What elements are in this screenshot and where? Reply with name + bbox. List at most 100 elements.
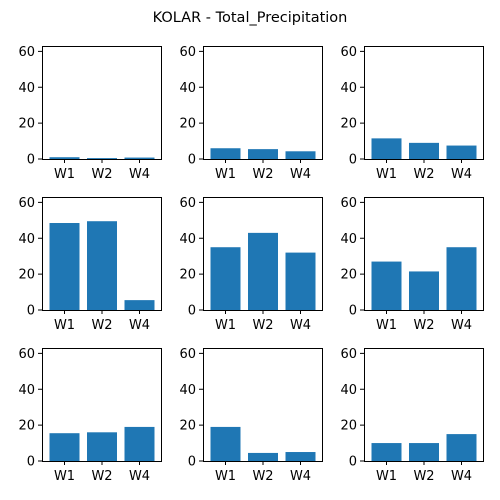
subplot-6: W1 W2 W4 0 20 40 60 (340, 196, 484, 333)
bar-w1 (210, 426, 241, 461)
y-tick-label: 0 (27, 304, 35, 319)
y-tick-label: 40 (340, 232, 357, 247)
subplot-1: W1 W2 W4 0 20 40 60 (18, 45, 162, 182)
subplot-5: W1 W2 W4 0 20 40 60 (179, 196, 323, 333)
x-tick-label: W1 (54, 469, 75, 484)
x-tick-label: W2 (413, 318, 434, 333)
x-tick-label: W1 (215, 167, 236, 182)
y-tick-label: 40 (18, 383, 35, 398)
bar-w2 (409, 271, 439, 310)
y-tick-label: 20 (18, 117, 35, 132)
y-tick-label: 40 (18, 81, 35, 96)
axes-frame (42, 197, 162, 311)
x-tick-label: W1 (215, 318, 236, 333)
x-tick-label: W2 (91, 469, 112, 484)
x-tick-label: W4 (129, 167, 150, 182)
axes-frame (42, 348, 162, 462)
bar-w1 (210, 148, 241, 159)
bar-w4 (124, 300, 155, 310)
x-tick-label: W2 (91, 167, 112, 182)
y-tick-label: 20 (18, 419, 35, 434)
axes-frame (203, 46, 323, 160)
x-tick-label: W4 (290, 167, 311, 182)
x-tick-label: W1 (376, 318, 397, 333)
subplot-9: W1 W2 W4 0 20 40 60 (340, 347, 484, 484)
bar-w4 (285, 452, 316, 461)
axes-frame (364, 197, 484, 311)
y-tick-label: 60 (179, 347, 196, 362)
bar-w1 (371, 261, 402, 310)
bar-w4 (124, 157, 155, 159)
y-tick-label: 20 (179, 117, 196, 132)
axes-frame (203, 348, 323, 462)
axes-frame (203, 197, 323, 311)
y-tick-label: 20 (340, 268, 357, 283)
x-tick-label: W4 (451, 318, 472, 333)
x-tick-label: W1 (376, 167, 397, 182)
y-tick-label: 60 (18, 45, 35, 60)
bar-w4 (285, 151, 316, 159)
x-tick-label: W4 (290, 318, 311, 333)
bar-w4 (446, 434, 477, 461)
y-tick-label: 40 (18, 232, 35, 247)
y-tick-label: 0 (188, 153, 196, 168)
y-tick-label: 60 (340, 347, 357, 362)
bar-w2 (87, 221, 117, 310)
x-tick-label: W2 (413, 167, 434, 182)
y-tick-label: 60 (179, 196, 196, 211)
x-tick-label: W2 (252, 167, 273, 182)
y-tick-label: 0 (188, 304, 196, 319)
subplot-3: W1 W2 W4 0 20 40 60 (340, 45, 484, 182)
subplot-8: W1 W2 W4 0 20 40 60 (179, 347, 323, 484)
x-tick-label: W4 (129, 469, 150, 484)
bar-w1 (371, 443, 402, 461)
y-tick-label: 20 (179, 419, 196, 434)
bar-w2 (409, 142, 439, 159)
y-tick-label: 60 (179, 45, 196, 60)
subplot-7: W1 W2 W4 0 20 40 60 (18, 347, 162, 484)
y-tick-label: 0 (349, 455, 357, 470)
axes-frame (364, 348, 484, 462)
y-tick-label: 40 (340, 383, 357, 398)
bar-w2 (87, 158, 117, 159)
y-tick-label: 0 (349, 304, 357, 319)
y-tick-label: 60 (18, 347, 35, 362)
x-tick-label: W4 (129, 318, 150, 333)
x-tick-label: W4 (451, 167, 472, 182)
bar-w1 (49, 223, 80, 310)
x-tick-label: W1 (376, 469, 397, 484)
subplot-4: W1 W2 W4 0 20 40 60 (18, 196, 162, 333)
y-tick-label: 40 (340, 81, 357, 96)
bar-w2 (248, 452, 278, 461)
x-tick-label: W1 (215, 469, 236, 484)
axes-frame (364, 46, 484, 160)
y-tick-label: 0 (188, 455, 196, 470)
bar-w1 (49, 433, 80, 461)
bar-w2 (409, 443, 439, 461)
bar-w4 (124, 426, 155, 461)
subplot-2: W1 W2 W4 0 20 40 60 (179, 45, 323, 182)
y-tick-label: 40 (179, 81, 196, 96)
y-tick-label: 20 (18, 268, 35, 283)
figure-title: KOLAR - Total_Precipitation (153, 10, 348, 26)
axes-frame (42, 46, 162, 160)
x-tick-label: W2 (413, 469, 434, 484)
y-tick-label: 20 (179, 268, 196, 283)
bar-w1 (49, 157, 80, 159)
y-tick-label: 60 (340, 45, 357, 60)
x-tick-label: W1 (54, 318, 75, 333)
x-tick-label: W2 (252, 318, 273, 333)
bar-w4 (446, 145, 477, 159)
x-tick-label: W2 (252, 469, 273, 484)
y-tick-label: 20 (340, 117, 357, 132)
y-tick-label: 0 (349, 153, 357, 168)
bar-w2 (87, 432, 117, 461)
y-tick-label: 40 (179, 383, 196, 398)
y-tick-label: 60 (340, 196, 357, 211)
bar-w1 (210, 247, 241, 310)
y-tick-label: 0 (27, 153, 35, 168)
y-tick-label: 60 (18, 196, 35, 211)
x-tick-label: W4 (451, 469, 472, 484)
